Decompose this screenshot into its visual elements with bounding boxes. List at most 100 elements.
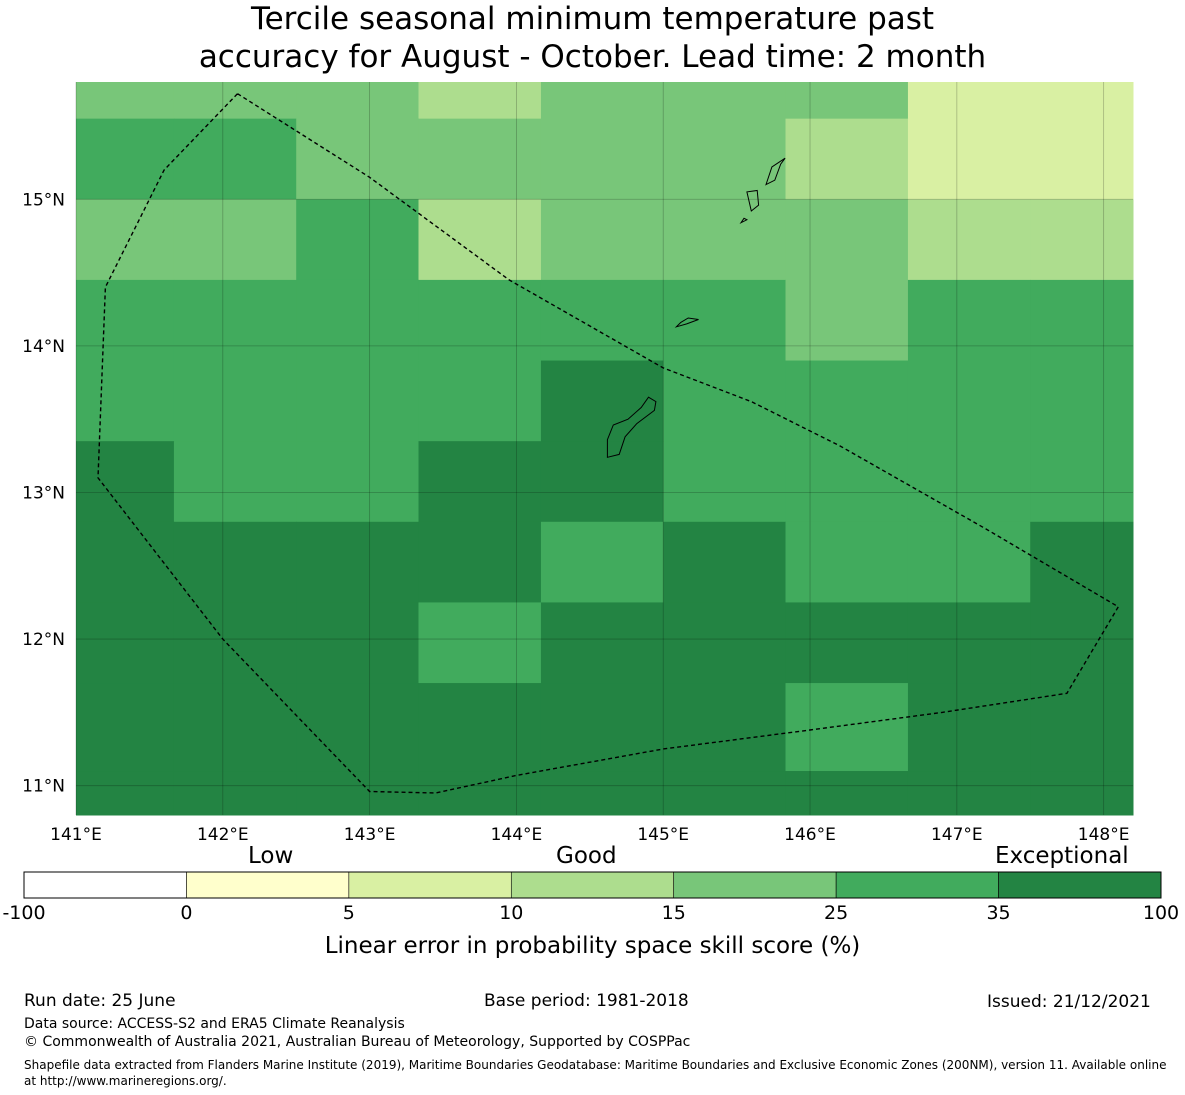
grid-cell — [173, 441, 297, 523]
colorbar-tick-label: 10 — [499, 902, 524, 924]
grid-cell — [76, 82, 175, 120]
grid-cell — [540, 199, 664, 281]
longitude-label: 145°E — [637, 825, 689, 845]
grid-cell — [76, 118, 175, 200]
grid-cell — [907, 521, 1031, 603]
colorbar-tick-label: 25 — [824, 902, 849, 924]
grid-cell — [540, 602, 664, 684]
colorbar-segment — [673, 871, 837, 899]
grid-cell — [663, 279, 787, 362]
grid-cell — [1030, 118, 1134, 200]
colorbar-segment — [186, 871, 350, 899]
grid-cell — [785, 441, 909, 523]
issued-date: Issued: 21/12/2021 — [987, 992, 1151, 1012]
grid-cell — [663, 82, 787, 120]
island-guam — [606, 396, 657, 458]
grid-cell — [540, 279, 664, 362]
colorbar-segment — [348, 871, 512, 899]
grid-cell — [785, 602, 909, 684]
grid-cell — [907, 279, 1031, 362]
latitude-label: 13°N — [22, 483, 65, 503]
grid-cell — [540, 683, 664, 772]
grid-cell — [76, 771, 175, 816]
grid-cell — [296, 602, 419, 684]
grid-cell — [418, 441, 542, 523]
grid-cell — [1030, 521, 1134, 603]
grid-cell — [296, 521, 419, 603]
grid-cell — [296, 199, 419, 281]
grid-cell — [663, 521, 787, 603]
grid-cell — [173, 279, 297, 362]
island-outlines — [606, 157, 786, 458]
skill-grid — [76, 82, 1134, 816]
grid-cell — [296, 683, 419, 772]
grid-cell — [540, 118, 664, 200]
grid-cell — [907, 771, 1031, 816]
grid-cell — [540, 441, 664, 523]
grid-cell — [540, 771, 664, 816]
colorbar-category-exceptional: Exceptional — [995, 843, 1129, 869]
latitude-labels: 11°N 12°N 13°N 14°N 15°N — [22, 190, 65, 796]
colorbar-frame — [23, 871, 1162, 899]
grid-cell — [907, 441, 1031, 523]
grid-cell — [296, 441, 419, 523]
longitude-label: 147°E — [931, 825, 983, 845]
colorbar-category-low: Low — [248, 843, 294, 869]
island-tinian — [746, 189, 760, 212]
island-rota — [674, 317, 699, 328]
island-saipan — [765, 157, 786, 186]
grid-cell — [785, 683, 909, 772]
grid-cell — [907, 82, 1031, 120]
grid-cell — [1030, 82, 1134, 120]
colorbar-tick-label: 0 — [180, 902, 193, 924]
grid-cell — [785, 279, 909, 362]
longitude-label: 143°E — [344, 825, 396, 845]
data-source: Data source: ACCESS-S2 and ERA5 Climate … — [24, 1016, 405, 1032]
grid-cell — [418, 771, 542, 816]
grid-cell — [76, 199, 175, 281]
base-period: Base period: 1981-2018 — [484, 991, 689, 1011]
grid-cell — [663, 118, 787, 200]
colorbar-tick-label: 100 — [1142, 902, 1180, 924]
colorbar-segment — [510, 871, 675, 899]
grid-cell — [540, 360, 664, 442]
grid-cell — [418, 279, 542, 362]
shapefile-note: Shapefile data extracted from Flanders M… — [24, 1058, 1167, 1088]
run-date: Run date: 25 June — [24, 991, 176, 1011]
longitude-label: 144°E — [491, 825, 543, 845]
grid-cell — [173, 521, 297, 603]
grid-cell — [540, 82, 664, 120]
grid-cell — [173, 360, 297, 442]
colorbar-segment — [835, 871, 999, 899]
grid-cell — [785, 521, 909, 603]
grid-cell — [418, 602, 542, 684]
colorbar-tick-label: 35 — [986, 902, 1011, 924]
grid-cell — [418, 360, 542, 442]
grid-cell — [296, 360, 419, 442]
grid-cell — [76, 602, 175, 684]
grid-cell — [907, 602, 1031, 684]
grid-cell — [418, 199, 542, 281]
grid-cell — [1030, 279, 1134, 362]
grid-cell — [296, 279, 419, 362]
copyright-notice: © Commonwealth of Australia 2021, Austra… — [24, 1034, 691, 1050]
grid-cell — [1030, 441, 1134, 523]
grid-cell — [1030, 360, 1134, 442]
grid-cell — [173, 118, 297, 200]
grid-cell — [296, 82, 419, 120]
colorbar-label: Linear error in probability space skill … — [324, 933, 861, 959]
chart-title-line-2: accuracy for August - October. Lead time… — [198, 39, 987, 75]
grid-cell — [907, 360, 1031, 442]
latitude-label: 15°N — [22, 190, 65, 210]
grid-cell — [418, 521, 542, 603]
colorbar-tick-label: -100 — [2, 902, 46, 924]
grid-cell — [173, 683, 297, 772]
grid-cell — [76, 683, 175, 772]
grid-cell — [663, 771, 787, 816]
grid-cell — [173, 199, 297, 281]
grid-cell — [418, 82, 542, 120]
grid-cell — [76, 441, 175, 523]
colorbar-tick-label: 5 — [342, 902, 355, 924]
grid-cell — [1030, 683, 1134, 772]
